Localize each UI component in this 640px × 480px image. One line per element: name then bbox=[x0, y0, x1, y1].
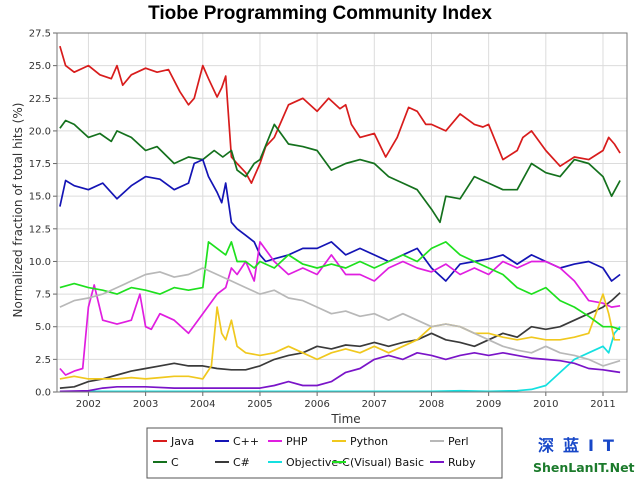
x-tick-label: 2004 bbox=[190, 399, 215, 410]
x-tick-label: 2007 bbox=[362, 399, 387, 410]
legend-label-python: Python bbox=[350, 435, 388, 448]
legend-label-ruby: Ruby bbox=[448, 456, 476, 469]
series-line-c bbox=[59, 119, 621, 224]
series-line-visual-basic bbox=[59, 241, 621, 331]
series-line-perl bbox=[59, 267, 621, 367]
series-line-python bbox=[59, 293, 621, 380]
legend-box bbox=[146, 427, 503, 479]
x-tick-label: 2003 bbox=[133, 399, 158, 410]
legend-label-c: C# bbox=[233, 456, 250, 469]
legend: Java C++ PHP Python Perl C C# Objective-C (Visua… bbox=[146, 427, 503, 479]
y-tick-label: 20.0 bbox=[29, 126, 51, 137]
y-tick-label: 27.5 bbox=[29, 29, 51, 40]
x-tick-label: 2009 bbox=[476, 399, 501, 410]
legend-label-perl: Perl bbox=[448, 435, 469, 448]
plot-border bbox=[56, 32, 628, 393]
x-tick-label: 2010 bbox=[533, 399, 558, 410]
legend-label-c: C bbox=[171, 456, 179, 469]
watermark-url: ShenLanIT.Net bbox=[533, 460, 635, 475]
series-line-php bbox=[59, 241, 621, 376]
watermark-title: 深蓝IT bbox=[538, 436, 623, 455]
x-tick-label: 2011 bbox=[590, 399, 615, 410]
series-line-objective-c bbox=[59, 326, 621, 393]
series-line-ruby bbox=[59, 351, 621, 393]
series-line-java bbox=[59, 45, 621, 184]
legend-label-c: C++ bbox=[233, 435, 259, 448]
plot-area: 0.0 2.5 5.0 7.5 10.0 12.5 15.0 17.5 20.0 22.5 25.0… bbox=[29, 29, 628, 410]
x-tick-label: 2005 bbox=[247, 399, 272, 410]
y-tick-label: 25.0 bbox=[29, 61, 51, 72]
chart-title: Tiobe Programming Community Index bbox=[148, 3, 492, 24]
x-tick-label: 2008 bbox=[419, 399, 444, 410]
y-tick-label: 2.5 bbox=[35, 355, 51, 366]
y-tick-label: 0.0 bbox=[35, 388, 51, 399]
legend-label-visual-basic: (Visual) Basic bbox=[350, 456, 424, 469]
y-tick-label: 5.0 bbox=[35, 322, 51, 333]
x-tick-label: 2006 bbox=[304, 399, 329, 410]
y-tick-label: 10.0 bbox=[29, 257, 51, 268]
legend-label-php: PHP bbox=[286, 435, 308, 448]
y-tick-label: 15.0 bbox=[29, 192, 51, 203]
plot-background bbox=[56, 32, 628, 393]
legend-label-java: Java bbox=[170, 435, 194, 448]
y-tick-label: 22.5 bbox=[29, 94, 51, 105]
series-line-c bbox=[59, 292, 621, 389]
x-tick-label: 2002 bbox=[76, 399, 101, 410]
y-tick-label: 7.5 bbox=[35, 290, 51, 301]
y-tick-label: 17.5 bbox=[29, 159, 51, 170]
x-axis-label: Time bbox=[330, 412, 360, 426]
legend-label-objective-c: Objective-C bbox=[286, 456, 350, 469]
y-tick-label: 12.5 bbox=[29, 224, 51, 235]
y-axis-label: Normalized fraction of total hits (%) bbox=[11, 103, 25, 318]
